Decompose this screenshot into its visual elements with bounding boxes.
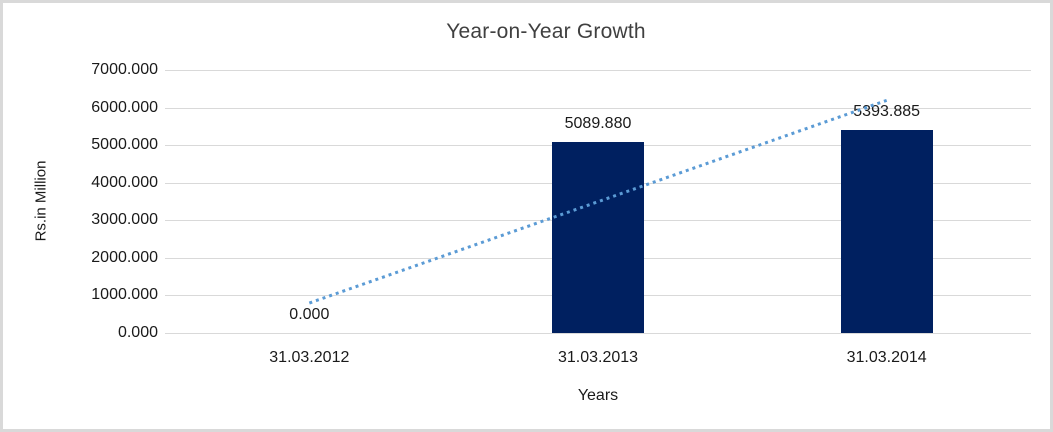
chart-title: Year-on-Year Growth xyxy=(446,20,646,43)
y-tick-label: 5000.000 xyxy=(91,136,158,154)
y-axis-title: Rs.in Million xyxy=(32,160,50,242)
y-tick-label: 0.000 xyxy=(117,324,158,341)
y-tick-label: 1000.000 xyxy=(91,286,158,304)
gridline xyxy=(165,70,1031,71)
gridline xyxy=(165,333,1031,334)
data-label: 5393.885 xyxy=(853,103,921,121)
y-tick-label: 6000.000 xyxy=(91,98,158,116)
x-axis-title: Years xyxy=(577,387,619,404)
y-tick-label: 2000.000 xyxy=(91,248,158,266)
y-tick-label: 4000.000 xyxy=(91,173,158,191)
data-label: 0.000 xyxy=(289,306,330,323)
bar xyxy=(840,130,933,333)
x-tick-label: 31.03.2013 xyxy=(557,349,639,366)
y-tick-label: 7000.000 xyxy=(91,61,158,78)
x-tick-label: 31.03.2012 xyxy=(269,349,350,366)
y-tick-label: 3000.000 xyxy=(91,211,158,229)
bar xyxy=(552,141,644,333)
x-tick-label: 31.03.2014 xyxy=(846,349,927,366)
data-label: 5089.880 xyxy=(564,114,632,132)
